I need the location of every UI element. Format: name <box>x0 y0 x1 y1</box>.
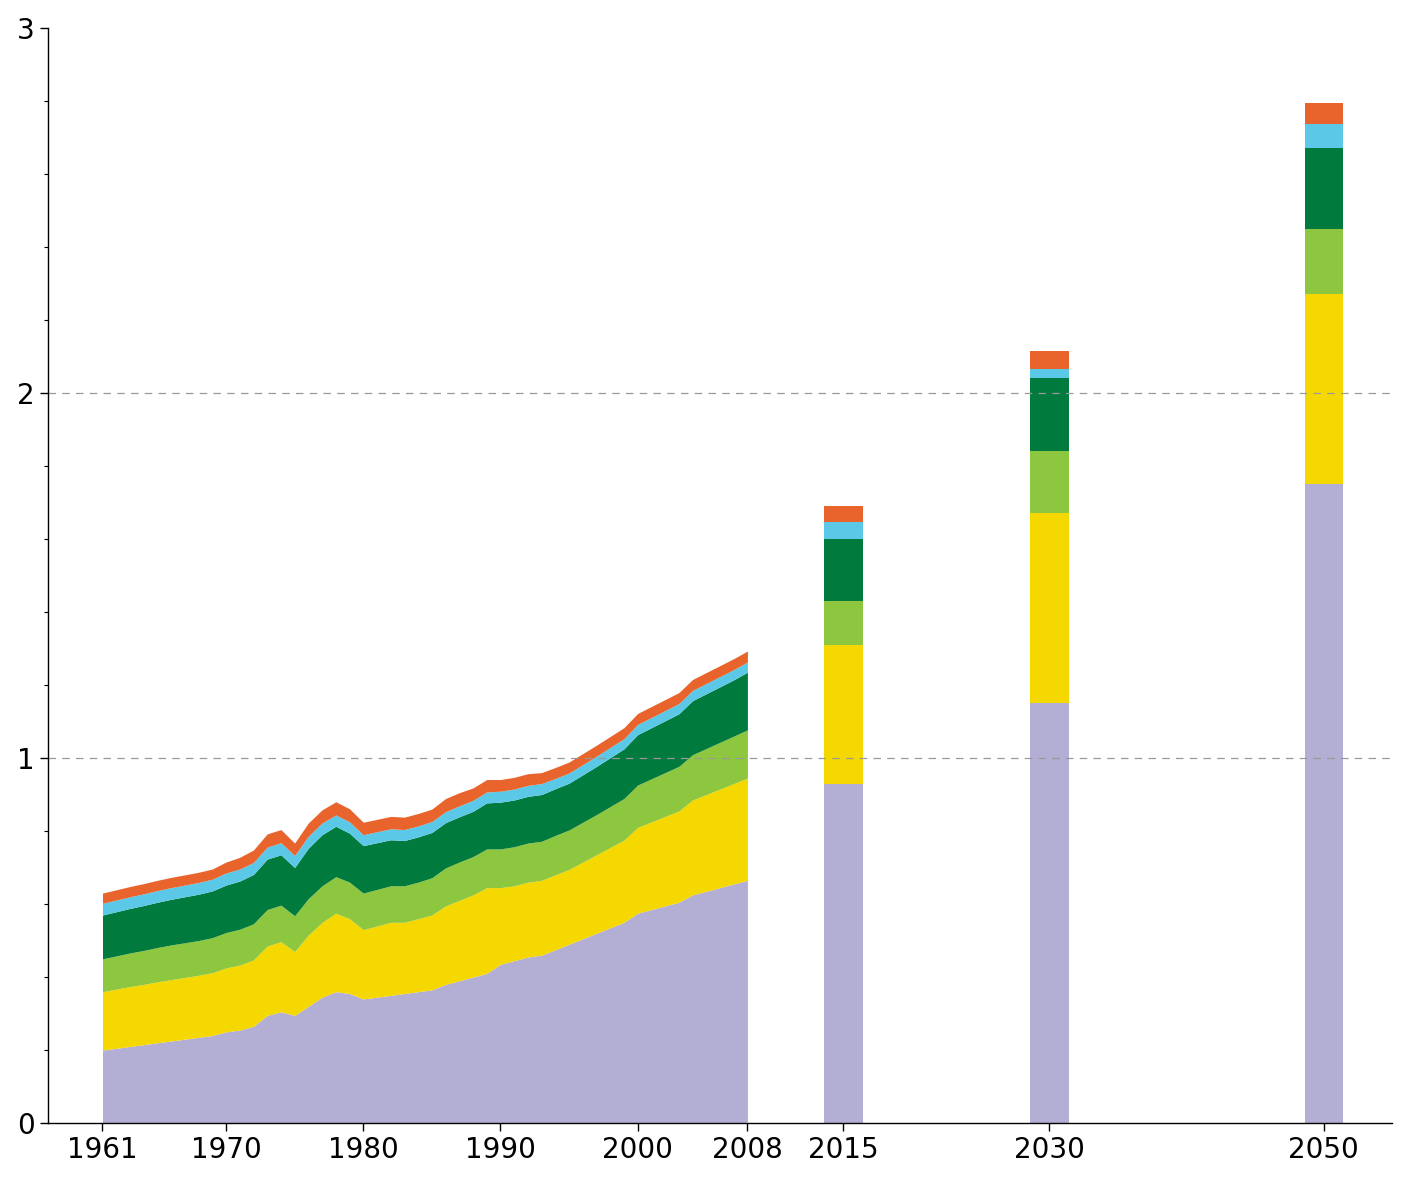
Bar <box>1030 703 1068 1123</box>
Bar <box>1305 124 1343 148</box>
Bar <box>1030 451 1068 514</box>
Bar <box>824 645 862 783</box>
Bar <box>824 539 862 601</box>
Bar <box>1305 228 1343 294</box>
Bar <box>824 505 862 522</box>
Bar <box>1305 294 1343 484</box>
Bar <box>824 522 862 539</box>
Bar <box>1030 378 1068 451</box>
Bar <box>1305 103 1343 124</box>
Bar <box>1030 370 1068 378</box>
Bar <box>824 783 862 1123</box>
Bar <box>824 601 862 645</box>
Bar <box>1305 148 1343 228</box>
Bar <box>1030 351 1068 370</box>
Bar <box>1305 484 1343 1123</box>
Bar <box>1030 514 1068 703</box>
